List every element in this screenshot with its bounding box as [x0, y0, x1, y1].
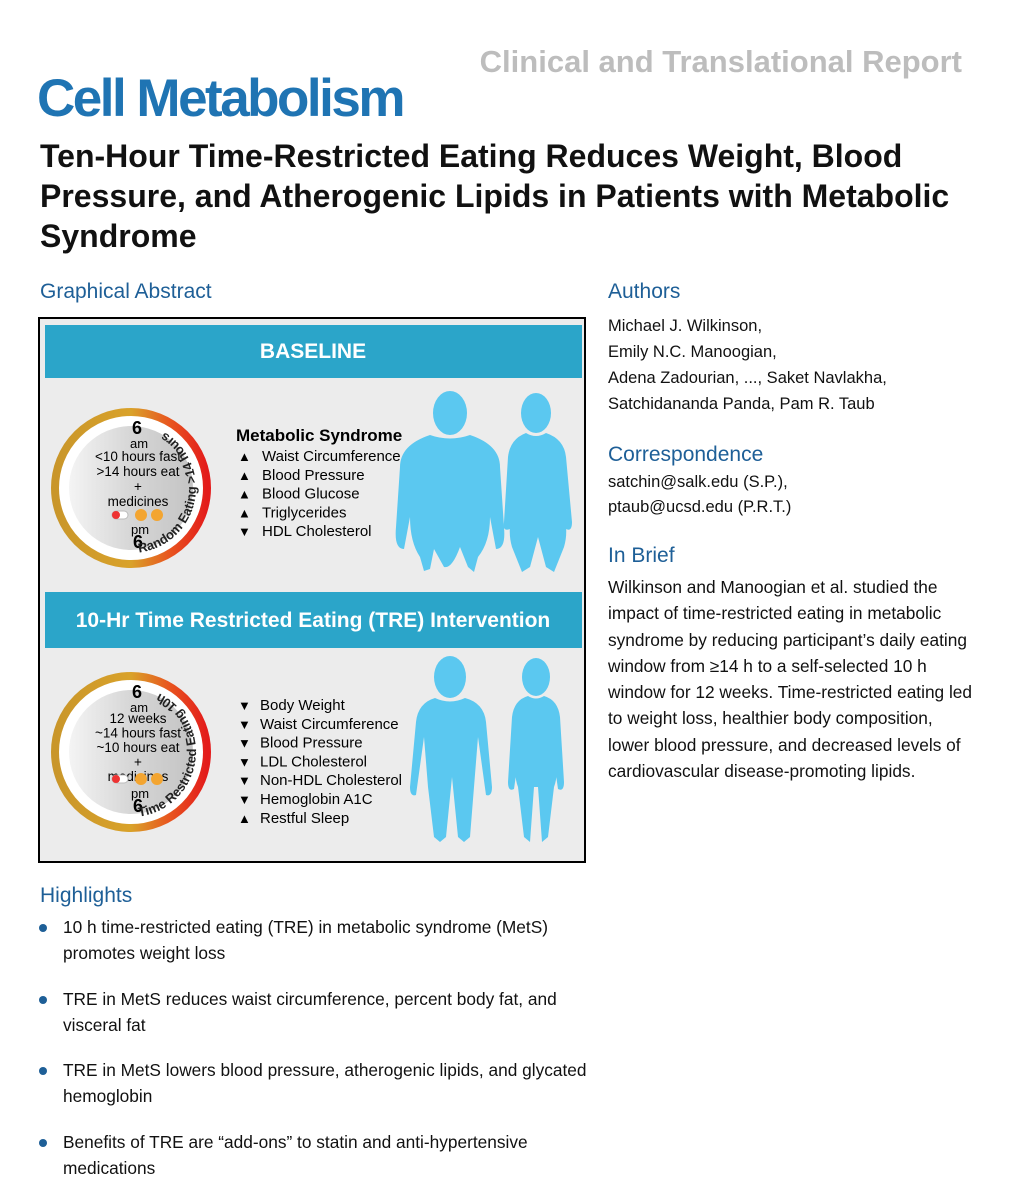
arrow: ▼	[238, 698, 251, 713]
report-type: Clinical and Translational Report	[479, 44, 962, 79]
email-line: ptaub@ucsd.edu (P.R.T.)	[608, 498, 792, 516]
section-heading: Correspondence	[608, 443, 764, 466]
body-silhouette	[508, 658, 564, 842]
highlight-item: TRE in MetS reduces waist circumference,…	[63, 988, 557, 1035]
author-line: Adena Zadourian, ..., Saket Navlakha,	[608, 369, 887, 387]
bullet	[39, 995, 47, 1004]
graphical-abstract: BASELINE 10-Hr Time Restricted Eating (T…	[38, 317, 586, 863]
pill	[135, 773, 147, 785]
author-line: Satchidananda Panda, Pam R. Taub	[608, 395, 875, 413]
banner-text: BASELINE	[260, 340, 366, 363]
clock-period: pm	[131, 522, 149, 537]
list-heading: Metabolic Syndrome	[236, 426, 402, 445]
clock-text: <10 hours fast	[95, 449, 181, 464]
arrow: ▼	[238, 773, 251, 788]
arrow: ▲	[238, 468, 251, 483]
list-item: Blood Pressure	[260, 735, 363, 752]
clock-hour: 6	[133, 532, 143, 552]
banner	[45, 592, 582, 648]
pill	[151, 509, 163, 521]
clock	[51, 408, 211, 568]
list-item: LDL Cholesterol	[260, 753, 367, 770]
list-item: Blood Glucose	[262, 486, 360, 503]
clock-period: am	[130, 436, 148, 451]
banner	[45, 325, 582, 378]
body-silhouette	[503, 393, 572, 572]
list-item: Restful Sleep	[260, 810, 349, 827]
section-heading: Graphical Abstract	[40, 280, 212, 303]
author-line: Emily N.C. Manoogian,	[608, 343, 777, 361]
banner-text: 10-Hr Time Restricted Eating (TRE) Inter…	[76, 609, 551, 632]
bullet	[39, 924, 47, 932]
bullet	[39, 1067, 47, 1075]
pill	[151, 773, 163, 785]
body-silhouette	[410, 656, 492, 842]
clock-text: 12 weeks	[109, 711, 166, 726]
pill	[112, 511, 120, 519]
arrow: ▼	[238, 792, 251, 807]
author-line: Michael J. Wilkinson,	[608, 317, 763, 335]
list-item: Hemoglobin A1C	[260, 791, 373, 808]
clock-period: pm	[131, 786, 149, 801]
clock-text: +	[134, 479, 142, 494]
arrow: ▼	[238, 736, 251, 751]
clock-hour: 6	[133, 796, 143, 816]
body-silhouette	[395, 391, 505, 572]
article-title: Ten-Hour Time-Restricted Eating Reduces …	[40, 138, 950, 254]
pill	[112, 775, 120, 783]
list-item: Waist Circumference	[262, 448, 401, 465]
clock-text: >14 hours eat	[97, 464, 180, 479]
section-heading: Highlights	[40, 884, 133, 907]
bullet	[39, 1138, 47, 1147]
highlight-item: Benefits of TRE are “add-ons” to statin …	[63, 1131, 528, 1178]
arrow: ▼	[238, 524, 251, 539]
arrow: ▲	[238, 811, 251, 826]
pill	[135, 509, 147, 521]
arrow: ▲	[238, 487, 251, 502]
clock-text: ~14 hours fast	[95, 726, 181, 741]
arrow: ▼	[238, 717, 251, 732]
list-item: Body Weight	[260, 697, 346, 714]
arrow: ▼	[238, 754, 251, 769]
brief-text: Wilkinson and Manoogian et al. studied t…	[608, 577, 973, 782]
clock-hour: 6	[132, 682, 142, 702]
list-item: Triglycerides	[262, 504, 346, 521]
section-heading: In Brief	[608, 544, 675, 567]
clock	[51, 672, 211, 832]
email-line: satchin@salk.edu (S.P.),	[608, 473, 788, 491]
section-heading: Authors	[608, 280, 681, 303]
clock-text: ~10 hours eat	[97, 740, 180, 755]
clock-text: +	[134, 755, 142, 770]
list-item: HDL Cholesterol	[262, 523, 372, 540]
list-item: Blood Pressure	[262, 467, 365, 484]
arrow: ▲	[238, 449, 251, 464]
clock-hour: 6	[132, 418, 142, 438]
clock-text: medicines	[108, 494, 169, 509]
list-item: Non-HDL Cholesterol	[260, 772, 402, 789]
highlight-item: TRE in MetS lowers blood pressure, ather…	[63, 1060, 587, 1106]
arrow: ▲	[238, 505, 251, 520]
clock-period: am	[130, 700, 148, 715]
list-item: Waist Circumference	[260, 716, 399, 733]
journal-name: Cell Metabolism	[37, 69, 405, 128]
highlight-item: 10 h time-restricted eating (TRE) in met…	[63, 917, 548, 963]
